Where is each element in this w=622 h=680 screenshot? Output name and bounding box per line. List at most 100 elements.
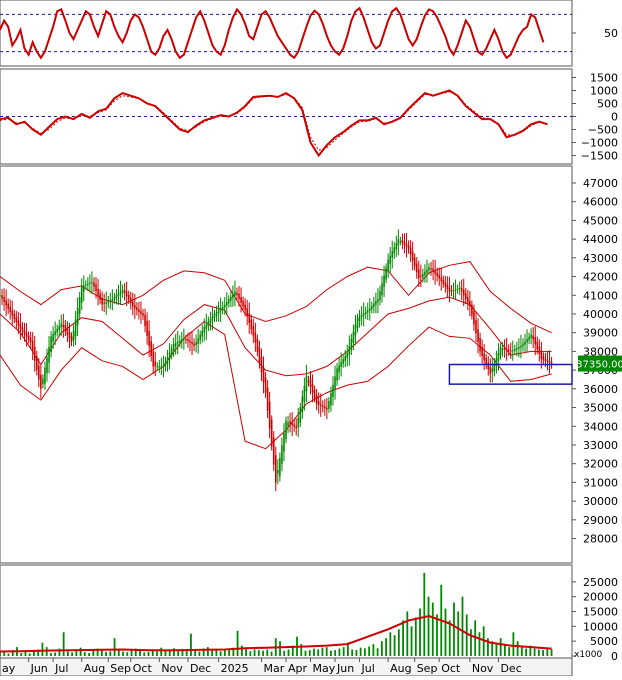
candle-body <box>62 324 65 328</box>
candle-body <box>99 293 101 301</box>
candle-body <box>191 342 193 345</box>
candle-body <box>209 319 212 324</box>
candle-body <box>113 297 116 300</box>
candle-body <box>232 294 234 299</box>
volume-bar <box>147 651 150 656</box>
candle-body <box>358 316 361 322</box>
volume-bar <box>219 651 222 656</box>
candle-body <box>60 323 63 328</box>
candle-body <box>279 457 281 477</box>
candle-body <box>244 304 246 311</box>
volume-bar <box>83 652 86 656</box>
candle-body <box>23 330 26 335</box>
volume-bar <box>28 653 31 656</box>
volume-bar <box>402 620 404 656</box>
candle-body <box>123 290 126 294</box>
volume-bar <box>461 596 464 656</box>
candle-body <box>424 271 426 276</box>
candle-body <box>91 282 93 284</box>
volume-bar <box>202 648 205 656</box>
volume-bar <box>300 644 303 656</box>
candle-body <box>121 289 124 293</box>
volume-bar <box>37 649 40 656</box>
volume-bar <box>139 650 141 656</box>
candle-body <box>375 301 377 305</box>
volume-bar <box>304 650 307 656</box>
candle-body <box>377 299 379 303</box>
candle-body <box>181 339 183 342</box>
candle-body <box>85 284 87 286</box>
candle-body <box>285 420 287 440</box>
candle-body <box>274 455 277 483</box>
macd-axis-tick-label: 1000 <box>590 85 618 98</box>
last-price-badge <box>578 355 622 372</box>
price-axis-tick-label: 45000 <box>583 214 618 227</box>
bollinger-middle-band <box>0 296 552 377</box>
candle-body <box>495 358 498 366</box>
volume-bar <box>20 653 23 656</box>
candle-body <box>291 422 293 426</box>
candle-body <box>162 366 165 368</box>
candle-body <box>448 287 451 292</box>
candle-body <box>268 401 271 429</box>
oscillator-panel: 50 <box>0 6 618 60</box>
osc-panel-frame <box>0 0 573 67</box>
volume-bar <box>504 644 506 656</box>
osc-axis-tick-label: 50 <box>604 27 618 40</box>
volume-bar <box>24 651 27 656</box>
candle-body <box>264 377 267 393</box>
date-tick-label: Aug <box>390 662 411 675</box>
candle-body <box>68 332 71 339</box>
candle-body <box>225 301 228 306</box>
volume-bar <box>283 650 286 656</box>
candle-body <box>458 287 461 289</box>
candle-body <box>262 367 265 383</box>
volume-bar <box>321 647 324 656</box>
volume-bar <box>414 617 417 656</box>
volume-bar <box>359 647 362 656</box>
volume-bar <box>207 647 209 656</box>
candle-body <box>119 291 122 295</box>
candle-body <box>54 331 56 336</box>
volume-bar <box>232 647 235 656</box>
candle-body <box>438 275 441 279</box>
candle-body <box>93 282 95 287</box>
candle-body <box>389 255 391 264</box>
candle-body <box>328 401 330 409</box>
date-tick-label: Mar <box>263 662 284 675</box>
volume-bar <box>168 650 171 656</box>
candle-body <box>152 351 155 367</box>
candle-body <box>467 297 469 303</box>
volume-bar <box>41 642 44 656</box>
volume-bar <box>495 644 498 656</box>
candle-body <box>38 365 40 380</box>
candle-body <box>183 338 185 340</box>
volume-bar <box>160 647 163 656</box>
candle-body <box>452 290 455 292</box>
candle-body <box>432 268 434 272</box>
candle-body <box>33 346 36 361</box>
date-tick-label: Aug <box>84 662 105 675</box>
candle-body <box>0 295 1 297</box>
candle-body <box>160 366 163 368</box>
candle-body <box>107 301 110 303</box>
candle-body <box>440 277 443 282</box>
candle-body <box>46 357 48 374</box>
candle-body <box>542 356 545 360</box>
volume-panel-frame <box>0 564 573 659</box>
candle-body <box>387 259 389 272</box>
candle-body <box>260 357 263 373</box>
volume-bar <box>62 632 65 656</box>
volume-bar <box>355 650 358 656</box>
volume-bar <box>520 647 523 656</box>
candle-body <box>301 396 304 413</box>
candle-body <box>526 339 528 343</box>
volume-bar <box>380 641 383 656</box>
candle-body <box>415 263 418 273</box>
candle-body <box>381 283 383 296</box>
candle-body <box>450 290 453 292</box>
candle-body <box>203 327 206 333</box>
candle-body <box>430 268 432 270</box>
candle-body <box>115 295 118 299</box>
volume-bar <box>117 649 120 656</box>
